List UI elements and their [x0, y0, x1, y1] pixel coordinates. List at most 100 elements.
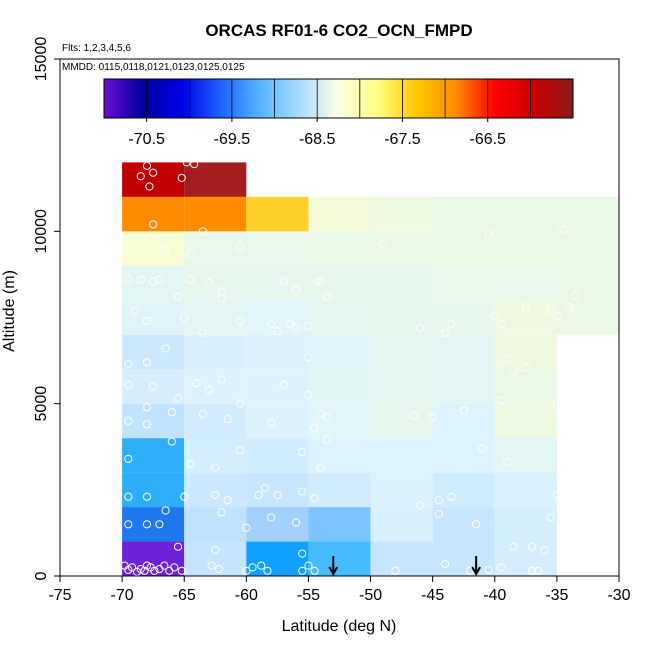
- sample-point: [416, 501, 425, 510]
- x-tick-label: -65: [173, 587, 196, 604]
- sample-point: [521, 303, 530, 312]
- x-tick-label: -75: [48, 587, 71, 604]
- heatmap-cell: [122, 162, 185, 197]
- heatmap-cell: [370, 438, 433, 473]
- heatmap-cell: [556, 196, 619, 232]
- x-tick-label: -30: [607, 587, 630, 604]
- heatmap-cell: [370, 300, 433, 335]
- sample-point: [142, 420, 152, 429]
- heatmap-cell: [494, 369, 557, 404]
- heatmap-cell: [122, 369, 185, 404]
- heatmap-cell: [122, 507, 185, 542]
- heatmap-cells: [122, 162, 619, 576]
- sample-point: [149, 277, 158, 286]
- sample-point: [173, 394, 183, 403]
- sample-point: [267, 320, 276, 329]
- heatmap-cell: [246, 231, 309, 266]
- sample-point: [316, 277, 325, 286]
- flights-label: Flts: 1,2,3,4,5,6: [62, 43, 131, 54]
- sample-point: [428, 413, 437, 422]
- sample-point: [254, 490, 263, 500]
- sample-point: [291, 285, 301, 295]
- sample-point: [182, 158, 191, 167]
- sample-point: [180, 313, 189, 322]
- x-tick-label: -45: [421, 587, 444, 604]
- sample-point: [142, 316, 152, 326]
- heatmap-cell: [184, 334, 247, 370]
- heatmap-cell: [556, 231, 619, 266]
- sample-point: [136, 275, 145, 284]
- sample-point: [223, 496, 232, 505]
- heatmap-cell: [370, 507, 433, 542]
- sample-point: [310, 566, 319, 575]
- heatmap-cell: [494, 300, 557, 335]
- sample-point: [145, 182, 154, 191]
- sample-point: [190, 160, 199, 169]
- sample-point: [509, 366, 518, 376]
- sample-point: [298, 549, 307, 558]
- heatmap-cell: [308, 472, 371, 508]
- sample-point: [459, 406, 468, 415]
- sample-point: [127, 563, 137, 572]
- heatmap-cell: [184, 472, 247, 508]
- sample-point: [142, 358, 152, 367]
- heatmap-cell: [246, 507, 309, 542]
- heatmap-cell: [494, 196, 557, 232]
- heatmap-cell: [432, 403, 495, 439]
- heatmap-cell: [308, 369, 371, 404]
- sample-point: [316, 463, 325, 472]
- sample-point: [136, 565, 145, 574]
- arrow-head: [471, 566, 482, 577]
- colorbar-tick-label: -69.5: [214, 131, 251, 148]
- heatmap-cell: [122, 472, 185, 508]
- heatmap-cell: [556, 300, 619, 335]
- sample-point: [527, 566, 537, 575]
- sample-point: [140, 566, 149, 575]
- sample-point: [161, 246, 170, 255]
- sample-point: [298, 447, 307, 457]
- sample-point: [149, 220, 158, 229]
- heatmap-cell: [494, 507, 557, 542]
- heatmap-cell: [184, 403, 247, 439]
- sample-point: [124, 275, 133, 284]
- sample-point: [322, 435, 332, 444]
- heatmap-cell: [432, 300, 495, 335]
- sample-point: [142, 561, 152, 570]
- sample-point: [124, 359, 133, 369]
- y-axis-label: Altitude (m): [1, 270, 18, 352]
- sample-point: [236, 316, 245, 326]
- sample-point: [198, 409, 207, 419]
- sample-point: [124, 454, 133, 463]
- heatmap-cell: [122, 438, 185, 473]
- sample-point: [304, 322, 313, 331]
- colorbar-tick-label: -68.5: [299, 131, 336, 148]
- sample-point: [192, 378, 201, 388]
- sample-point: [260, 484, 270, 493]
- sample-point: [509, 542, 518, 551]
- x-axis-label: Latitude (deg N): [282, 618, 397, 635]
- sample-point: [310, 423, 319, 432]
- heatmap-cell: [370, 334, 433, 370]
- sample-point: [447, 492, 456, 501]
- sample-point: [155, 275, 164, 284]
- sample-point: [496, 320, 506, 329]
- sample-point: [211, 463, 220, 472]
- heatmap-cell: [308, 196, 371, 232]
- sample-point: [503, 354, 512, 363]
- sample-point: [440, 559, 450, 569]
- sample-point: [559, 225, 568, 234]
- sample-point: [124, 520, 133, 529]
- sample-point: [552, 490, 561, 500]
- sample-point: [298, 566, 307, 575]
- sample-point: [322, 292, 332, 301]
- sample-point: [313, 277, 322, 286]
- sample-point: [142, 161, 152, 170]
- sample-point: [391, 566, 400, 575]
- heatmap-cell: [308, 541, 371, 576]
- sample-point: [130, 306, 139, 315]
- sample-point: [211, 546, 220, 555]
- sample-point: [565, 303, 574, 312]
- sample-point: [546, 513, 555, 522]
- sample-point: [186, 459, 195, 469]
